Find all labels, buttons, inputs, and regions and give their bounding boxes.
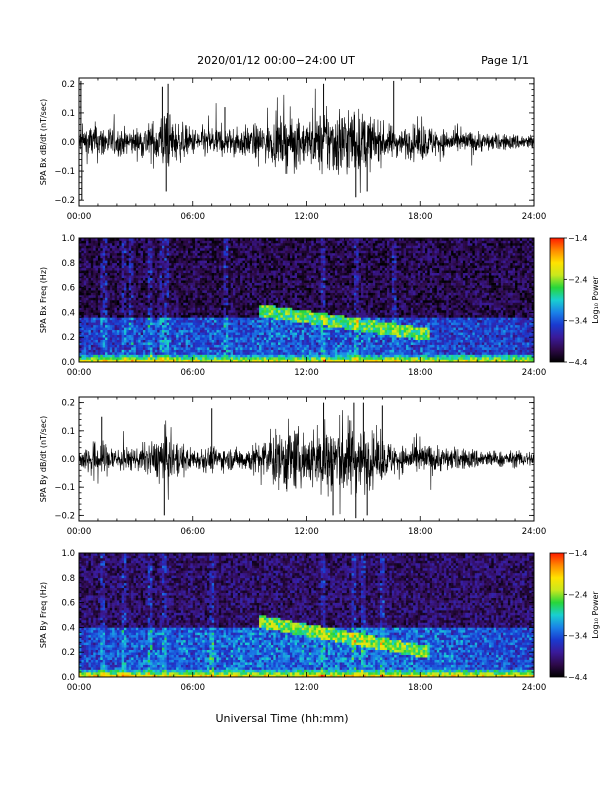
y-tick-label: 0.8 [61, 259, 75, 269]
y-tick-label: 1.0 [61, 549, 75, 559]
x-tick-label: 24:00 [522, 212, 547, 222]
colorbar-tick-label: −2.4 [568, 590, 587, 599]
x-tick-label: 00:00 [67, 527, 92, 537]
y-tick-label: 0.2 [61, 333, 75, 343]
spectrogram-image [79, 238, 534, 362]
colorbar-tick-label: −3.4 [568, 632, 587, 641]
x-tick-label: 06:00 [181, 368, 206, 378]
x-tick-label: 12:00 [294, 368, 319, 378]
colorbar-tick-label: −1.4 [568, 234, 587, 243]
y-tick-label: 0.2 [61, 648, 75, 658]
x-tick-label: 12:00 [294, 527, 319, 537]
x-tick-label: 18:00 [408, 683, 433, 693]
y-tick-label: −0.1 [54, 483, 75, 493]
y-tick-label: 0.1 [61, 427, 75, 437]
y-tick-label: 0.0 [61, 358, 75, 368]
y-tick-label: 0.4 [61, 308, 75, 318]
colorbar-label: Log₁₀ Power [591, 276, 600, 324]
y-axis-label: SPA By Freq (Hz) [39, 582, 48, 648]
y-tick-label: 0.0 [61, 673, 75, 683]
x-tick-label: 18:00 [408, 527, 433, 537]
x-tick-label: 06:00 [181, 212, 206, 222]
y-tick-label: −0.1 [54, 167, 75, 177]
x-tick-label: 12:00 [294, 212, 319, 222]
y-tick-label: 0.8 [61, 574, 75, 584]
x-tick-label: 00:00 [67, 212, 92, 222]
y-axis-label: SPA By dB/dt (nT/sec) [39, 416, 48, 503]
colorbar [550, 553, 564, 677]
x-tick-label: 00:00 [67, 683, 92, 693]
y-tick-label: −0.2 [54, 196, 75, 206]
y-tick-label: 0.0 [61, 138, 75, 148]
y-axis-label: SPA Bx Freq (Hz) [39, 267, 48, 333]
y-tick-label: 0.0 [61, 455, 75, 465]
by-spectrogram-panel: 00:00 06:00 12:00 18:00 24:00 0.0 0.2 0.4 0.6 0.8… [39, 549, 600, 693]
y-tick-label: 0.2 [61, 399, 75, 409]
colorbar-tick-label: −3.4 [568, 317, 587, 326]
y-tick-label: 0.4 [61, 623, 75, 633]
x-tick-label: 18:00 [408, 368, 433, 378]
bx-timeseries-panel: 00:00 06:00 12:00 18:00 24:00 −0.2 −0.1 0.0 0.1 0… [39, 78, 546, 222]
colorbar-tick-label: −1.4 [568, 549, 587, 558]
x-tick-label: 24:00 [522, 368, 547, 378]
bx-spectrogram-panel: 00:00 06:00 12:00 18:00 24:00 0.0 0.2 0.4 0.6 0.8… [39, 234, 600, 378]
colorbar-tick-label: −2.4 [568, 275, 587, 284]
x-tick-label: 06:00 [181, 527, 206, 537]
x-tick-label: 18:00 [408, 212, 433, 222]
x-axis-title: Universal Time (hh:mm) [216, 712, 349, 725]
signal-trace [79, 410, 534, 514]
y-tick-label: 0.6 [61, 599, 75, 609]
x-tick-label: 24:00 [522, 527, 547, 537]
y-tick-label: 1.0 [61, 234, 75, 244]
page-number: Page 1/1 [481, 54, 529, 67]
page-title: 2020/01/12 00:00−24:00 UT [197, 54, 355, 67]
signal-trace [79, 89, 534, 193]
x-tick-label: 24:00 [522, 683, 547, 693]
colorbar-tick-label: −4.4 [568, 358, 587, 367]
y-axis-label: SPA Bx dB/dt (nT/sec) [39, 99, 48, 186]
colorbar [550, 238, 564, 362]
colorbar-label: Log₁₀ Power [591, 591, 600, 639]
spectrogram-image [79, 553, 534, 677]
x-tick-label: 12:00 [294, 683, 319, 693]
y-tick-label: 0.1 [61, 109, 75, 119]
x-tick-label: 06:00 [181, 683, 206, 693]
y-tick-label: 0.6 [61, 284, 75, 294]
colorbar-tick-label: −4.4 [568, 673, 587, 682]
by-timeseries-panel: 00:00 06:00 12:00 18:00 24:00 −0.2 −0.1 0.0 0.1 0… [39, 397, 546, 537]
y-tick-label: −0.2 [54, 511, 75, 521]
y-tick-label: 0.2 [61, 80, 75, 90]
x-tick-label: 00:00 [67, 368, 92, 378]
